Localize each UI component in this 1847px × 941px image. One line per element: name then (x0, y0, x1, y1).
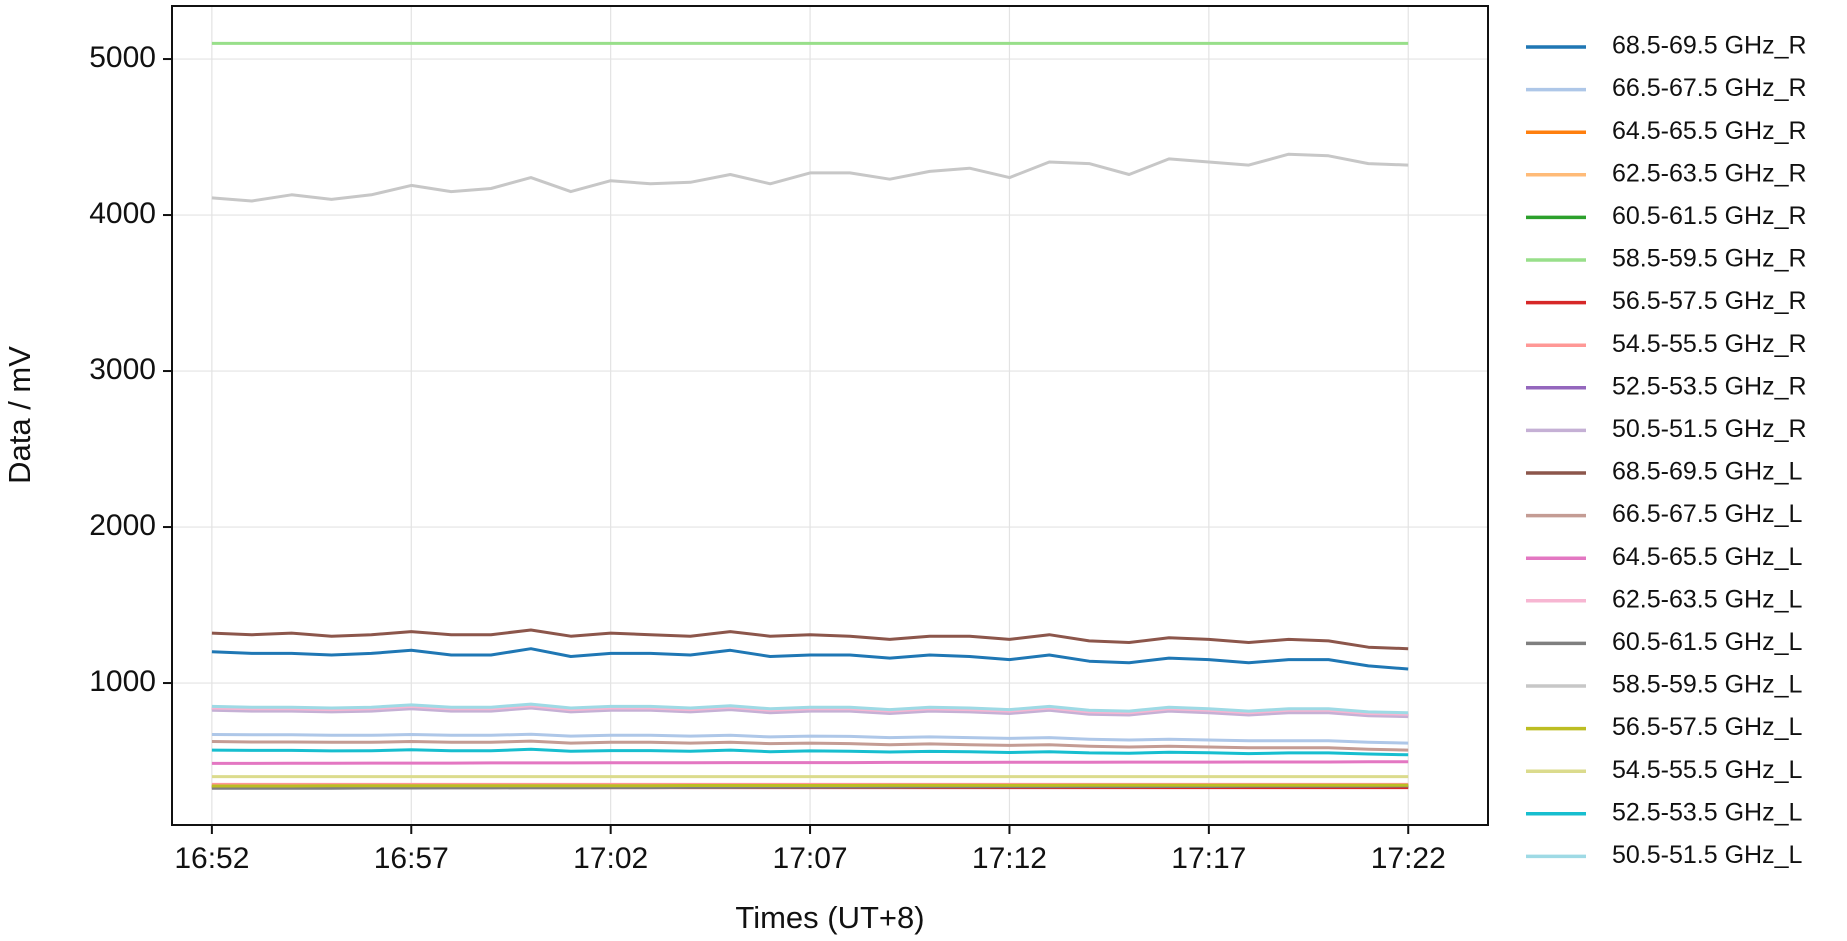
legend-label: 60.5-61.5 GHz_L (1612, 628, 1802, 656)
legend-label: 64.5-65.5 GHz_R (1612, 117, 1807, 145)
x-tick-label: 17:02 (573, 842, 648, 875)
legend-label: 68.5-69.5 GHz_R (1612, 32, 1807, 60)
legend-label: 60.5-61.5 GHz_R (1612, 202, 1807, 230)
legend-label: 58.5-59.5 GHz_R (1612, 245, 1807, 273)
y-tick-label: 2000 (89, 509, 156, 542)
legend-label: 62.5-63.5 GHz_L (1612, 585, 1802, 613)
series-line (211, 647, 1409, 671)
series-line (211, 702, 1409, 715)
series-line (211, 760, 1409, 765)
series-line (211, 739, 1409, 752)
legend-label: 62.5-63.5 GHz_R (1612, 159, 1807, 187)
legend-label: 66.5-67.5 GHz_R (1612, 74, 1807, 102)
x-tick-label: 17:22 (1371, 842, 1446, 875)
x-tick-label: 17:12 (972, 842, 1047, 875)
legend-label: 68.5-69.5 GHz_L (1612, 458, 1802, 486)
legend-label: 58.5-59.5 GHz_L (1612, 671, 1802, 699)
x-tick-label: 16:52 (174, 842, 249, 875)
x-axis-label: Times (UT+8) (735, 900, 924, 935)
series-line (211, 628, 1409, 651)
legend-label: 52.5-53.5 GHz_R (1612, 372, 1807, 400)
legend-label: 50.5-51.5 GHz_L (1612, 841, 1802, 869)
legend-label: 66.5-67.5 GHz_L (1612, 500, 1802, 528)
series-line (211, 747, 1409, 757)
y-tick-label: 4000 (89, 197, 156, 230)
legend-label: 54.5-55.5 GHz_L (1612, 756, 1802, 784)
x-tick-label: 17:07 (773, 842, 848, 875)
x-tick-label: 16:57 (374, 842, 449, 875)
legend-label: 54.5-55.5 GHz_R (1612, 330, 1807, 358)
y-axis-label: Data / mV (2, 346, 37, 484)
legend-label: 56.5-57.5 GHz_L (1612, 713, 1802, 741)
series-line (211, 152, 1409, 203)
legend-label: 50.5-51.5 GHz_R (1612, 415, 1807, 443)
y-tick-label: 5000 (89, 41, 156, 74)
x-tick-label: 17:17 (1171, 842, 1246, 875)
y-tick-label: 1000 (89, 665, 156, 698)
series-line (211, 732, 1409, 745)
plot-frame (171, 5, 1489, 826)
y-tick-label: 3000 (89, 353, 156, 386)
legend-label: 52.5-53.5 GHz_L (1612, 798, 1802, 826)
series-line (211, 706, 1409, 719)
legend-label: 64.5-65.5 GHz_L (1612, 543, 1802, 571)
legend-label: 56.5-57.5 GHz_R (1612, 287, 1807, 315)
series-line (211, 783, 1409, 788)
